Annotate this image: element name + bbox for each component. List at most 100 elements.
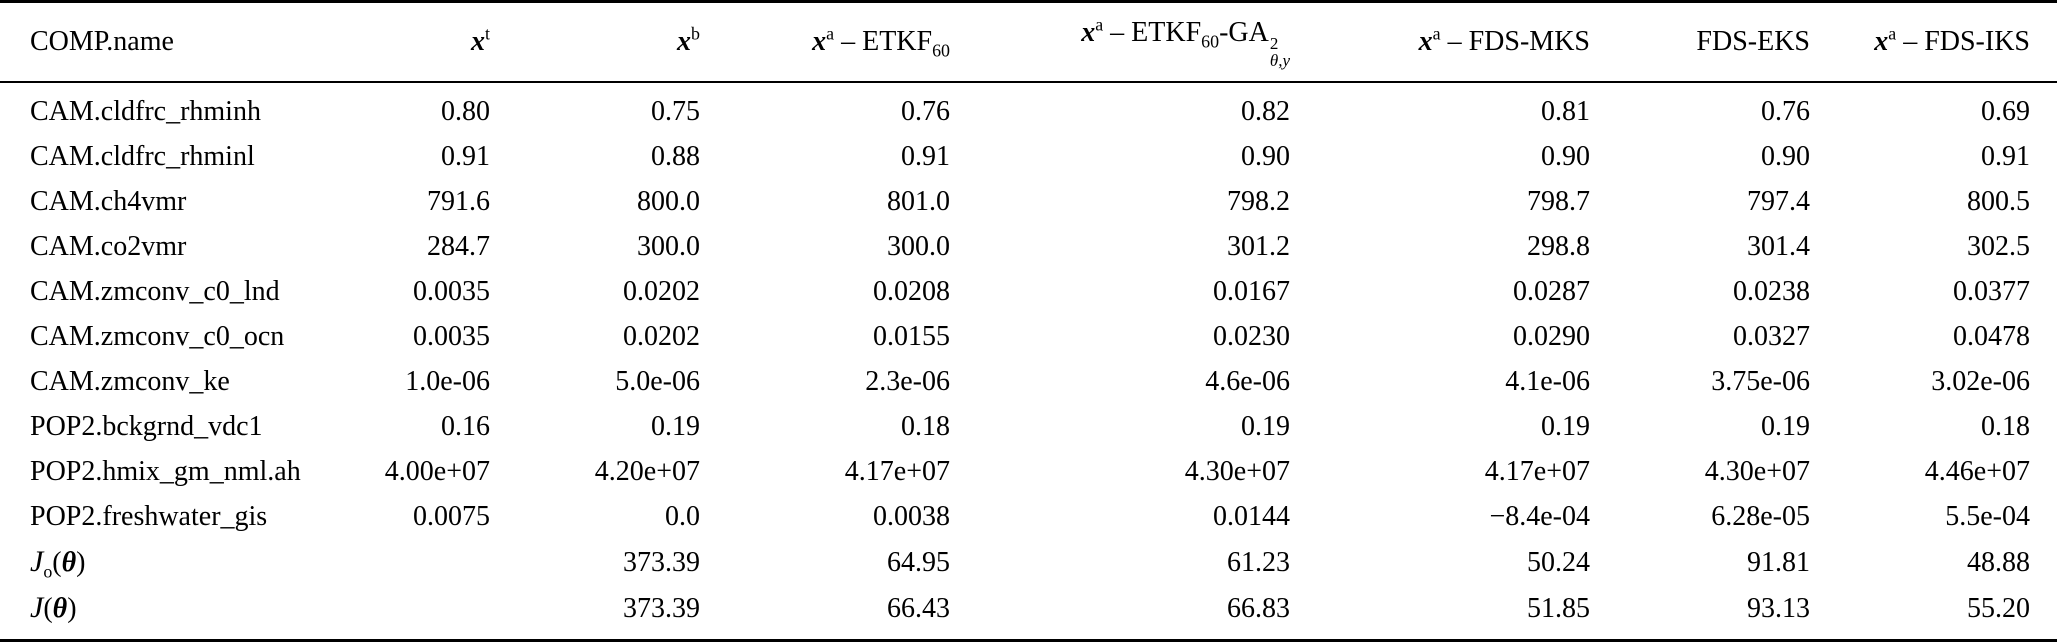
cell-value: 0.76 xyxy=(1761,95,1810,127)
superscript: a xyxy=(826,23,835,44)
paren: ( xyxy=(52,546,62,578)
table-row: CAM.ch4vmr 791.6 800.0 801.0 798.2 798.7… xyxy=(0,179,2057,224)
cell-value: −8.4e-04 xyxy=(1489,500,1590,532)
cell-value: 0.0167 xyxy=(1213,275,1290,307)
math-var: x xyxy=(1418,26,1433,58)
math-var: x xyxy=(1874,26,1889,58)
cell-value: 791.6 xyxy=(427,185,490,217)
cell-value: 0.80 xyxy=(441,95,490,127)
table-row: POP2.bckgrnd_vdc1 0.16 0.19 0.18 0.19 0.… xyxy=(0,404,2057,449)
cell-value: 0.0035 xyxy=(413,275,490,307)
cell-value: 301.4 xyxy=(1747,230,1810,262)
math-theta: θ xyxy=(61,546,77,578)
row-label: POP2.bckgrnd_vdc1 xyxy=(30,410,263,442)
cell-value: 0.91 xyxy=(901,140,950,172)
cell-value: 2.3e-06 xyxy=(865,365,950,397)
cell-value: 6.28e-05 xyxy=(1711,500,1810,532)
cell-value: 3.02e-06 xyxy=(1931,365,2030,397)
cell-value: 66.43 xyxy=(887,592,950,624)
superscript: a xyxy=(1432,23,1441,44)
math-cal-j: J xyxy=(30,544,44,578)
column-header-fds-mks: xa – FDS-MKS xyxy=(1290,1,1590,83)
row-label-cost-total: J(θ) xyxy=(0,585,340,641)
method-name: – FDS-MKS xyxy=(1440,26,1590,58)
cell-value: 4.20e+07 xyxy=(594,455,700,487)
cell-value: 4.1e-06 xyxy=(1505,365,1590,397)
cell-value: 800.5 xyxy=(1967,185,2030,217)
cell-value: 300.0 xyxy=(887,230,950,262)
row-label: CAM.zmconv_c0_lnd xyxy=(30,275,280,307)
cell-value: 0.82 xyxy=(1241,95,1290,127)
row-label-cost-obs: Jo(θ) xyxy=(0,539,340,585)
math-var: x xyxy=(1081,17,1096,48)
cell-value: 0.69 xyxy=(1981,95,2030,127)
header-row: COMP.name xt xb xa – ETKF60 xa – ETKF60-… xyxy=(0,1,2057,83)
cell-value: 55.20 xyxy=(1967,592,2030,624)
cell-value: 0.0238 xyxy=(1733,275,1810,307)
cell-value: 4.30e+07 xyxy=(1704,455,1810,487)
column-header-comp-name: COMP.name xyxy=(0,1,340,83)
cell-value: 5.0e-06 xyxy=(615,365,700,397)
cell-value: 302.5 xyxy=(1967,230,2030,262)
subscript: o xyxy=(43,561,53,582)
cell-value: 93.13 xyxy=(1747,592,1810,624)
superscript: a xyxy=(1095,14,1104,35)
cell-value: 0.18 xyxy=(1981,410,2030,442)
cell-value: 66.83 xyxy=(1227,592,1290,624)
cell-value: 61.23 xyxy=(1227,546,1290,578)
math-var: x xyxy=(677,26,692,58)
math-cal-j: J xyxy=(30,590,44,624)
method-name: – FDS-IKS xyxy=(1896,26,2030,58)
cell-value: 0.0 xyxy=(665,500,700,532)
superscript: t xyxy=(485,23,490,44)
cell-value xyxy=(340,585,490,641)
cell-value: 5.5e-04 xyxy=(1945,500,2030,532)
cell-value: 0.0327 xyxy=(1733,320,1810,352)
table-row: CAM.cldfrc_rhminh 0.80 0.75 0.76 0.82 0.… xyxy=(0,82,2057,134)
method-name-suffix: -GA xyxy=(1219,17,1269,48)
cell-value: 373.39 xyxy=(623,592,700,624)
cell-value: 284.7 xyxy=(427,230,490,262)
cell-value: 0.90 xyxy=(1241,140,1290,172)
cell-value: 0.75 xyxy=(651,95,700,127)
cell-value: 0.0144 xyxy=(1213,500,1290,532)
superscript: b xyxy=(691,23,700,44)
cell-value: 0.91 xyxy=(441,140,490,172)
cell-value: 0.0230 xyxy=(1213,320,1290,352)
cell-value: 4.00e+07 xyxy=(384,455,490,487)
cell-value: 0.19 xyxy=(1761,410,1810,442)
method-name: – ETKF xyxy=(1103,17,1202,48)
superscript: a xyxy=(1888,23,1897,44)
cell-value: 4.17e+07 xyxy=(844,455,950,487)
cell-value: 798.2 xyxy=(1227,185,1290,217)
cell-value: 0.76 xyxy=(901,95,950,127)
table-row: CAM.zmconv_c0_ocn 0.0035 0.0202 0.0155 0… xyxy=(0,314,2057,359)
cell-value: 0.0202 xyxy=(623,275,700,307)
cell-value: 51.85 xyxy=(1527,592,1590,624)
math-theta: θ xyxy=(52,592,68,624)
subscript: θ,y xyxy=(1269,50,1290,70)
cell-value: 0.19 xyxy=(1241,410,1290,442)
cell-value: 0.0202 xyxy=(623,320,700,352)
cell-value: 0.81 xyxy=(1541,95,1590,127)
cell-value: 298.8 xyxy=(1527,230,1590,262)
math-var: x xyxy=(471,26,486,58)
cell-value: 1.0e-06 xyxy=(405,365,490,397)
table-row: J(θ) 373.39 66.43 66.83 51.85 93.13 55.2… xyxy=(0,585,2057,641)
column-header-fds-iks: xa – FDS-IKS xyxy=(1810,1,2057,83)
cell-value xyxy=(340,539,490,585)
column-header-x-true: xt xyxy=(340,1,490,83)
cell-value: 4.6e-06 xyxy=(1205,365,1290,397)
cell-value: 0.19 xyxy=(1541,410,1590,442)
cell-value: 0.0377 xyxy=(1953,275,2030,307)
cell-value: 301.2 xyxy=(1227,230,1290,262)
cell-value: 0.0290 xyxy=(1513,320,1590,352)
cell-value: 0.0155 xyxy=(873,320,950,352)
column-header-etkf60: xa – ETKF60 xyxy=(700,1,950,83)
row-label: CAM.co2vmr xyxy=(30,230,187,262)
table-row: CAM.cldfrc_rhminl 0.91 0.88 0.91 0.90 0.… xyxy=(0,134,2057,179)
cell-value: 0.90 xyxy=(1541,140,1590,172)
cell-value: 0.90 xyxy=(1761,140,1810,172)
cell-value: 4.46e+07 xyxy=(1924,455,2030,487)
cell-value: 4.17e+07 xyxy=(1484,455,1590,487)
